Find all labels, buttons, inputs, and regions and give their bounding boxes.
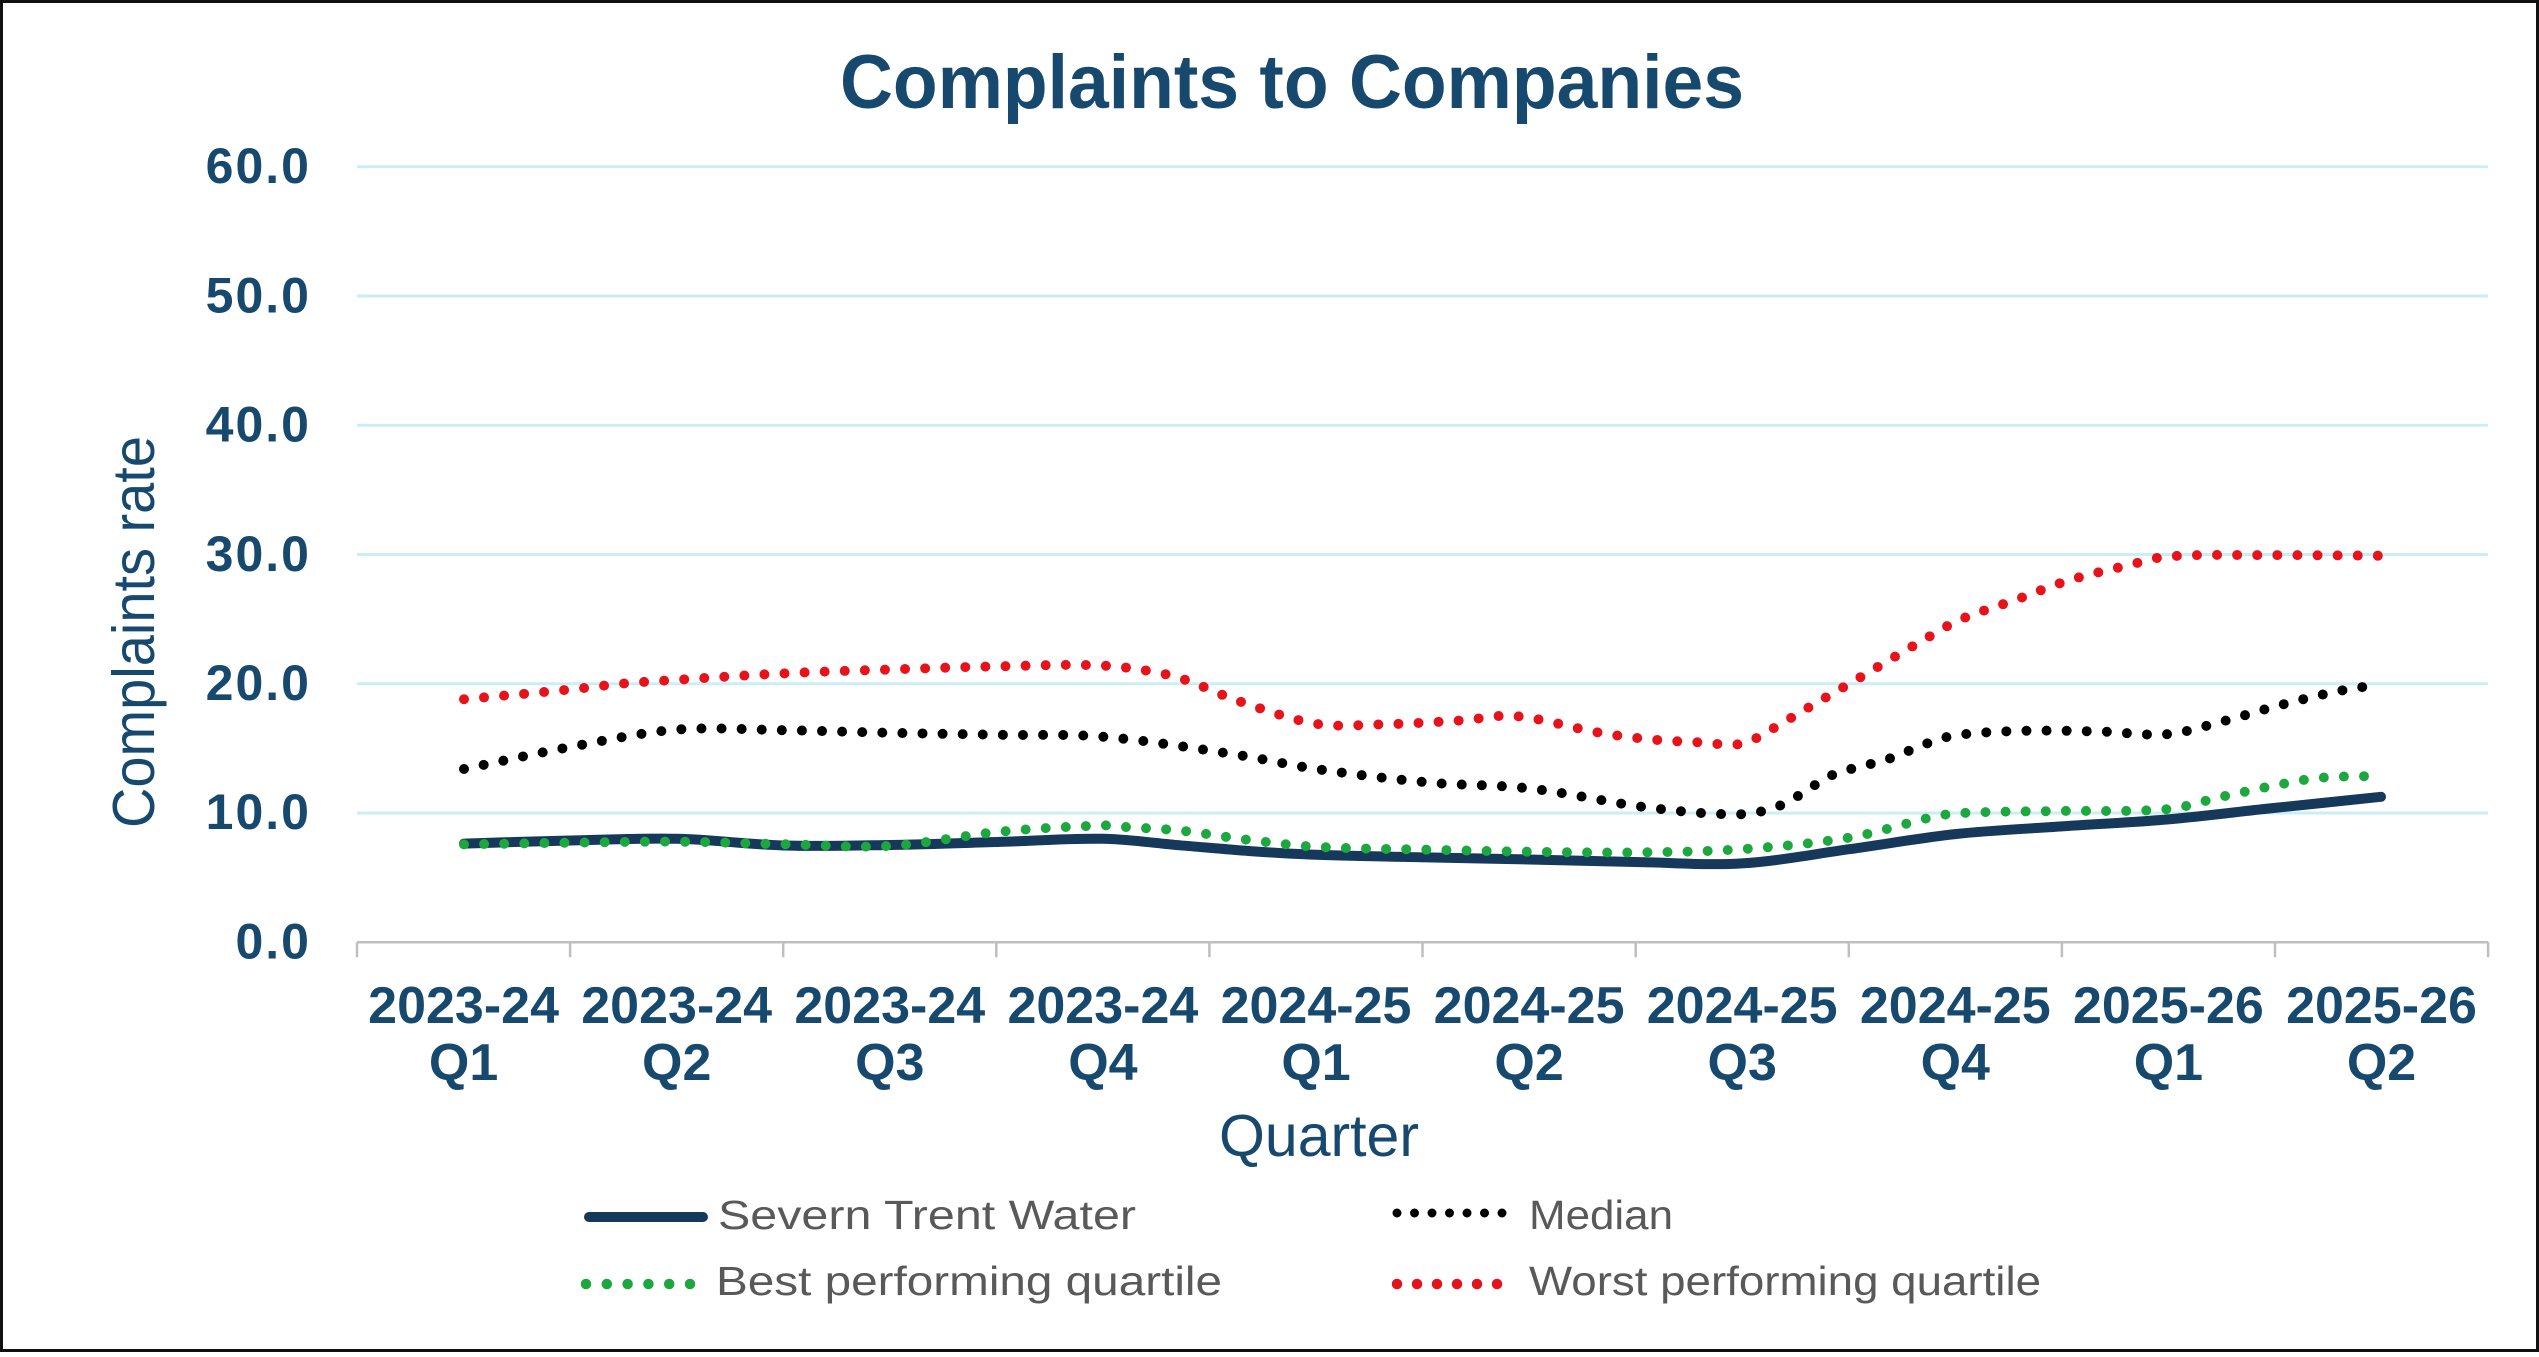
svg-text:2024-25: 2024-25 — [1860, 977, 2051, 1035]
svg-text:Median: Median — [1529, 1192, 1673, 1238]
svg-text:Q4: Q4 — [1068, 1034, 1137, 1092]
svg-text:2023-24: 2023-24 — [1007, 977, 1198, 1035]
svg-text:Q2: Q2 — [642, 1034, 711, 1092]
svg-text:10.0: 10.0 — [206, 784, 311, 840]
svg-text:2024-25: 2024-25 — [1221, 977, 1412, 1035]
svg-text:30.0: 30.0 — [206, 526, 311, 582]
svg-text:Q3: Q3 — [855, 1034, 924, 1092]
svg-text:Severn Trent Water: Severn Trent Water — [718, 1192, 1136, 1238]
svg-text:50.0: 50.0 — [206, 267, 311, 323]
svg-text:Best performing quartile: Best performing quartile — [716, 1258, 1222, 1304]
svg-text:Q4: Q4 — [1921, 1034, 1990, 1092]
svg-text:Q1: Q1 — [1281, 1034, 1350, 1092]
svg-text:2023-24: 2023-24 — [368, 977, 559, 1035]
svg-text:Complaints to Companies: Complaints to Companies — [840, 40, 1744, 125]
svg-text:Q2: Q2 — [1494, 1034, 1563, 1092]
svg-text:2025-26: 2025-26 — [2286, 977, 2477, 1035]
svg-text:2023-24: 2023-24 — [794, 977, 985, 1035]
svg-text:Q3: Q3 — [1708, 1034, 1777, 1092]
svg-text:Q1: Q1 — [429, 1034, 498, 1092]
svg-text:Q1: Q1 — [2134, 1034, 2203, 1092]
svg-text:Worst performing quartile: Worst performing quartile — [1529, 1258, 2041, 1304]
svg-text:0.0: 0.0 — [235, 914, 311, 970]
svg-text:Quarter: Quarter — [1219, 1103, 1419, 1169]
svg-text:2024-25: 2024-25 — [1434, 977, 1625, 1035]
svg-text:2023-24: 2023-24 — [581, 977, 772, 1035]
svg-text:2024-25: 2024-25 — [1647, 977, 1838, 1035]
svg-text:2025-26: 2025-26 — [2073, 977, 2264, 1035]
svg-text:Complaints rate: Complaints rate — [101, 436, 167, 828]
svg-text:20.0: 20.0 — [206, 655, 311, 711]
svg-text:40.0: 40.0 — [206, 397, 311, 453]
svg-text:Q2: Q2 — [2347, 1034, 2416, 1092]
svg-text:60.0: 60.0 — [206, 138, 311, 194]
